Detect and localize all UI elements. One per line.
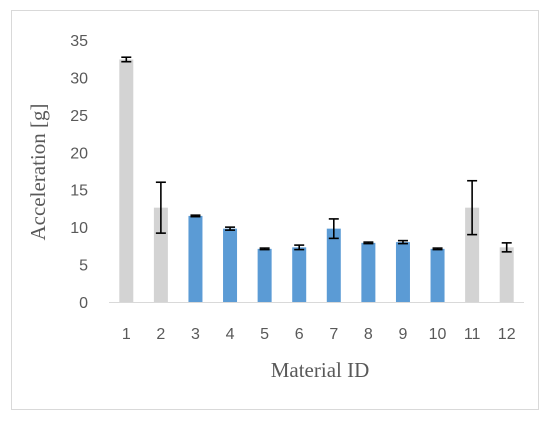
x-tick-label: 9 <box>399 326 408 343</box>
x-tick-label: 12 <box>498 326 516 343</box>
x-tick-label: 2 <box>156 326 165 343</box>
x-tick-label: 4 <box>226 326 235 343</box>
x-tick-label: 11 <box>464 326 481 343</box>
y-tick-label: 20 <box>70 145 88 162</box>
y-tick-label: 30 <box>70 70 88 87</box>
x-tick-label: 7 <box>329 326 338 343</box>
bar <box>499 247 514 302</box>
x-tick-label: 6 <box>295 326 304 343</box>
bar <box>292 247 307 302</box>
y-tick-label: 25 <box>70 108 88 125</box>
x-tick-label: 8 <box>364 326 373 343</box>
y-tick-label: 5 <box>79 258 88 275</box>
y-tick-label: 10 <box>70 220 88 237</box>
bar <box>361 242 376 302</box>
bar <box>188 215 203 302</box>
bar-series <box>119 59 514 302</box>
y-axis-title: Acceleration [g] <box>26 103 50 240</box>
error-bars <box>121 56 512 253</box>
chart-frame <box>11 10 539 410</box>
y-tick-label: 35 <box>70 33 88 50</box>
bar <box>119 59 134 302</box>
x-tick-label: 3 <box>191 326 200 343</box>
y-tick-label: 15 <box>70 183 88 200</box>
x-tick-label: 5 <box>260 326 269 343</box>
x-tick-label: 1 <box>122 326 131 343</box>
bar <box>153 207 168 302</box>
bar <box>465 207 480 302</box>
x-tick-label: 10 <box>429 326 447 343</box>
x-axis-ticks: 1 2 3 4 5 6 7 8 9 10 11 12 <box>122 326 516 343</box>
x-axis-title: Material ID <box>271 358 370 382</box>
y-axis-ticks: 0 5 10 15 20 25 30 35 <box>70 33 88 312</box>
bar <box>395 242 410 302</box>
bar <box>326 228 341 302</box>
bar <box>257 248 272 302</box>
bar <box>430 248 445 302</box>
bar <box>223 228 238 302</box>
y-tick-label: 0 <box>79 295 88 312</box>
